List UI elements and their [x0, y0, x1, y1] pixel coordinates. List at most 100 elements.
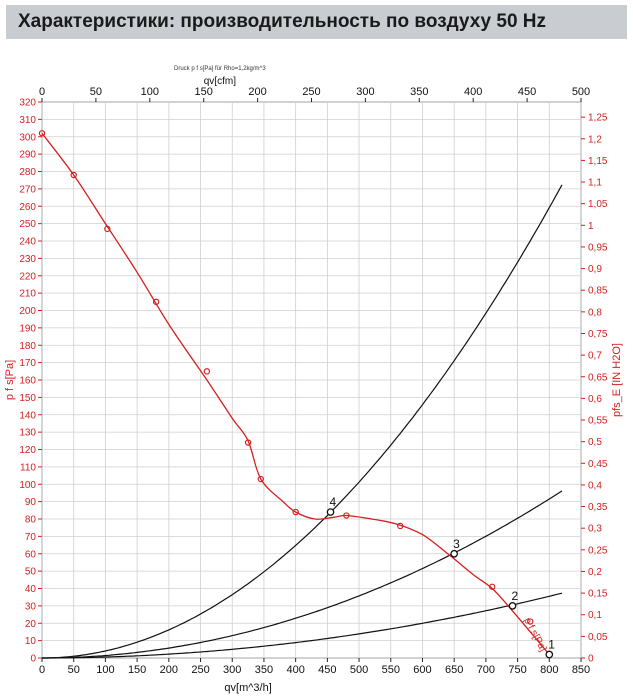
y2-tick-label: 0,35 [588, 502, 608, 513]
x2-tick-label: 0 [39, 86, 45, 98]
x-tick-label: 50 [68, 664, 80, 676]
y-tick-label: 50 [25, 567, 37, 578]
x-tick-label: 400 [286, 664, 304, 676]
y2-tick-label: 0,85 [588, 286, 608, 297]
fan-curve-marker [104, 225, 111, 233]
operating-point-label-2: 2 [512, 589, 519, 603]
y-tick-label: 230 [19, 254, 36, 265]
y2-tick-label: 0,75 [588, 329, 608, 340]
x-tick-label: 750 [508, 664, 526, 676]
system-curve-2 [42, 592, 563, 659]
y-tick-label: 90 [25, 497, 37, 508]
operating-point-3 [450, 549, 459, 558]
x2-tick-label: 400 [464, 86, 482, 98]
x-tick-label: 650 [445, 664, 463, 676]
y2-tick-label: 0 [588, 654, 594, 665]
y-tick-label: 40 [25, 584, 37, 595]
y-tick-label: 0 [30, 654, 36, 665]
x-tick-label: 350 [255, 664, 273, 676]
x2-tick-label: 100 [141, 86, 159, 98]
y-tick-label: 310 [19, 115, 36, 126]
y2-tick-label: 0,3 [588, 524, 602, 535]
x2-tick-label: 350 [410, 86, 428, 98]
y2-tick-label: 0,2 [588, 567, 602, 578]
system-curve-4 [42, 184, 563, 659]
x-tick-label: 100 [96, 664, 114, 676]
y-tick-label: 210 [19, 289, 36, 300]
y2-tick-label: 0,55 [588, 416, 608, 427]
y-tick-label: 160 [19, 376, 36, 387]
x-tick-label: 500 [350, 664, 368, 676]
operating-point-label-1: 1 [548, 638, 555, 652]
x2-axis-label: qv[cfm] [204, 76, 236, 87]
y-tick-label: 80 [25, 515, 37, 526]
fan-curve-marker [257, 475, 264, 483]
y-tick-label: 140 [19, 410, 36, 421]
fan-curve-marker [397, 522, 404, 530]
x2-tick-label: 250 [302, 86, 320, 98]
y-tick-label: 270 [19, 184, 36, 195]
x-tick-label: 0 [39, 664, 45, 676]
x-tick-label: 850 [572, 664, 590, 676]
y-tick-label: 100 [19, 480, 36, 491]
x-axis-label: qv[m^3/h] [224, 682, 271, 694]
y2-tick-label: 0,1 [588, 610, 602, 621]
fan-curve-marker [343, 512, 350, 519]
y2-tick-label: 0,15 [588, 589, 608, 600]
system-curve-3 [42, 490, 563, 659]
y-tick-label: 120 [19, 445, 36, 456]
y2-tick-label: 1,15 [588, 156, 608, 167]
header-bar: Характеристики: производительность по во… [6, 5, 627, 39]
y-tick-label: 170 [19, 358, 36, 369]
y-tick-label: 250 [19, 219, 36, 230]
y-tick-label: 150 [19, 393, 36, 404]
y-tick-label: 130 [19, 428, 36, 439]
y-tick-label: 240 [19, 237, 36, 248]
x2-tick-label: 50 [90, 86, 102, 98]
y-tick-label: 290 [19, 150, 36, 161]
operating-point-4 [326, 508, 335, 516]
x-tick-label: 300 [223, 664, 241, 676]
fan-curve-marker [70, 171, 77, 179]
y-tick-label: 190 [19, 323, 36, 334]
y2-tick-label: 0,4 [588, 480, 602, 491]
y-tick-label: 260 [19, 202, 36, 213]
x-tick-label: 700 [477, 664, 495, 676]
operating-point-label-4: 4 [330, 495, 337, 509]
x-tick-label: 150 [128, 664, 146, 676]
y2-tick-label: 1,1 [588, 178, 602, 189]
x2-tick-label: 500 [572, 86, 590, 98]
x-tick-label: 200 [160, 664, 178, 676]
y2-tick-label: 0,65 [588, 372, 608, 383]
y2-tick-label: 0,95 [588, 242, 608, 253]
y2-tick-label: 1,25 [588, 113, 608, 124]
y-axis-label: p f s[Pa] [4, 360, 16, 400]
y-tick-label: 30 [25, 601, 37, 612]
x2-tick-label: 450 [518, 86, 536, 98]
x-tick-label: 550 [382, 664, 400, 676]
y2-tick-label: 1,05 [588, 199, 608, 210]
y-tick-label: 180 [19, 341, 36, 352]
y-tick-label: 220 [19, 271, 36, 282]
y2-tick-label: 0,6 [588, 394, 602, 405]
operating-point-label-3: 3 [453, 537, 460, 551]
x-tick-label: 600 [413, 664, 431, 676]
operating-point-1 [545, 650, 554, 659]
fan-curve-marker [152, 298, 160, 306]
y-tick-label: 20 [25, 619, 37, 630]
x-tick-label: 450 [318, 664, 336, 676]
x2-tick-label: 200 [248, 86, 266, 98]
fan-curve-marker [203, 368, 211, 375]
fan-curve [41, 132, 550, 655]
y2-tick-label: 1,2 [588, 134, 602, 145]
x2-tick-label: 300 [356, 86, 374, 98]
y-tick-label: 280 [19, 167, 36, 178]
y2-tick-label: 1 [588, 221, 594, 232]
y-tick-label: 300 [19, 132, 36, 143]
y-tick-label: 320 [19, 98, 36, 109]
y2-tick-label: 0,5 [588, 437, 602, 448]
y2-tick-label: 0,7 [588, 351, 602, 362]
y2-axis-label: pfs_E [IN H2O] [611, 343, 623, 417]
y-tick-label: 110 [20, 462, 36, 473]
